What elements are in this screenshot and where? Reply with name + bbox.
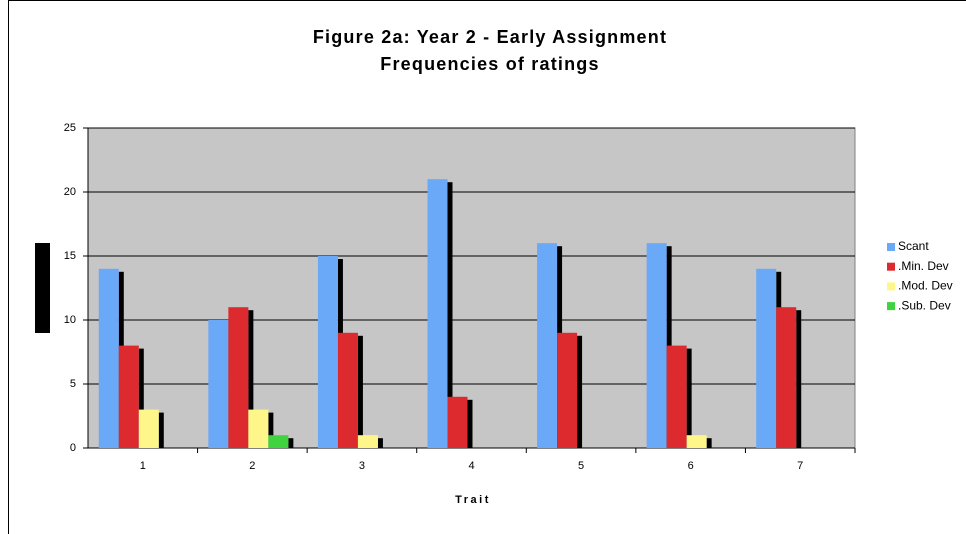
legend-label: Scant [898,239,929,253]
bar-shadow [577,335,583,448]
bar [118,345,139,448]
legend-swatch [887,262,895,271]
legend-swatch [887,302,895,311]
bar-shadow [467,399,473,448]
bar-shadow [447,182,453,448]
bar-shadow [686,348,692,448]
y-tick-label: 20 [64,186,76,198]
bar [138,409,159,448]
bar [248,409,269,448]
bar [756,268,777,448]
bar [557,332,578,448]
x-tick-label: 1 [140,460,146,472]
x-tick-label: 6 [688,460,694,472]
chart-title: Figure 2a: Year 2 - Early Assignment [313,27,667,47]
y-tick-label: 15 [64,250,76,262]
x-tick-label: 7 [797,460,803,472]
bar-shadow [158,412,164,448]
x-axis-title: Trait [455,494,491,506]
bar-shadow [706,438,712,448]
legend-swatch [887,243,895,251]
bar-shadow [138,348,144,448]
bar-shadow [248,310,254,448]
legend-swatch [887,282,895,291]
bar [686,435,707,448]
x-tick-label: 2 [249,460,255,472]
bar [337,332,358,448]
bar [666,345,687,448]
bar [208,320,229,448]
bar-shadow [357,335,363,448]
bar-shadow [288,438,294,448]
bar [357,435,378,448]
x-tick-label: 4 [468,460,474,472]
bar [776,307,797,448]
bar [427,179,448,448]
bar [268,435,289,448]
legend-label: .Sub. Dev [898,298,951,312]
bar [646,243,667,448]
bar [537,243,558,448]
legend-label: .Min. Dev [898,259,949,273]
y-tick-label: 5 [70,378,76,390]
x-tick-label: 5 [578,460,584,472]
bar-shadow [268,412,274,448]
y-tick-label: 10 [64,314,76,326]
bar [228,307,249,448]
x-tick-label: 3 [359,460,365,472]
bar [317,256,338,448]
legend-label: .Mod. Dev [898,279,953,293]
bar [98,268,119,448]
chart-subtitle: Frequencies of ratings [380,54,599,74]
bar-shadow [377,438,383,448]
y-tick-label: 0 [70,442,76,454]
y-axis-title-box [35,243,50,333]
bar-shadow [796,310,802,448]
bar [447,396,468,448]
y-tick-label: 25 [64,122,76,134]
